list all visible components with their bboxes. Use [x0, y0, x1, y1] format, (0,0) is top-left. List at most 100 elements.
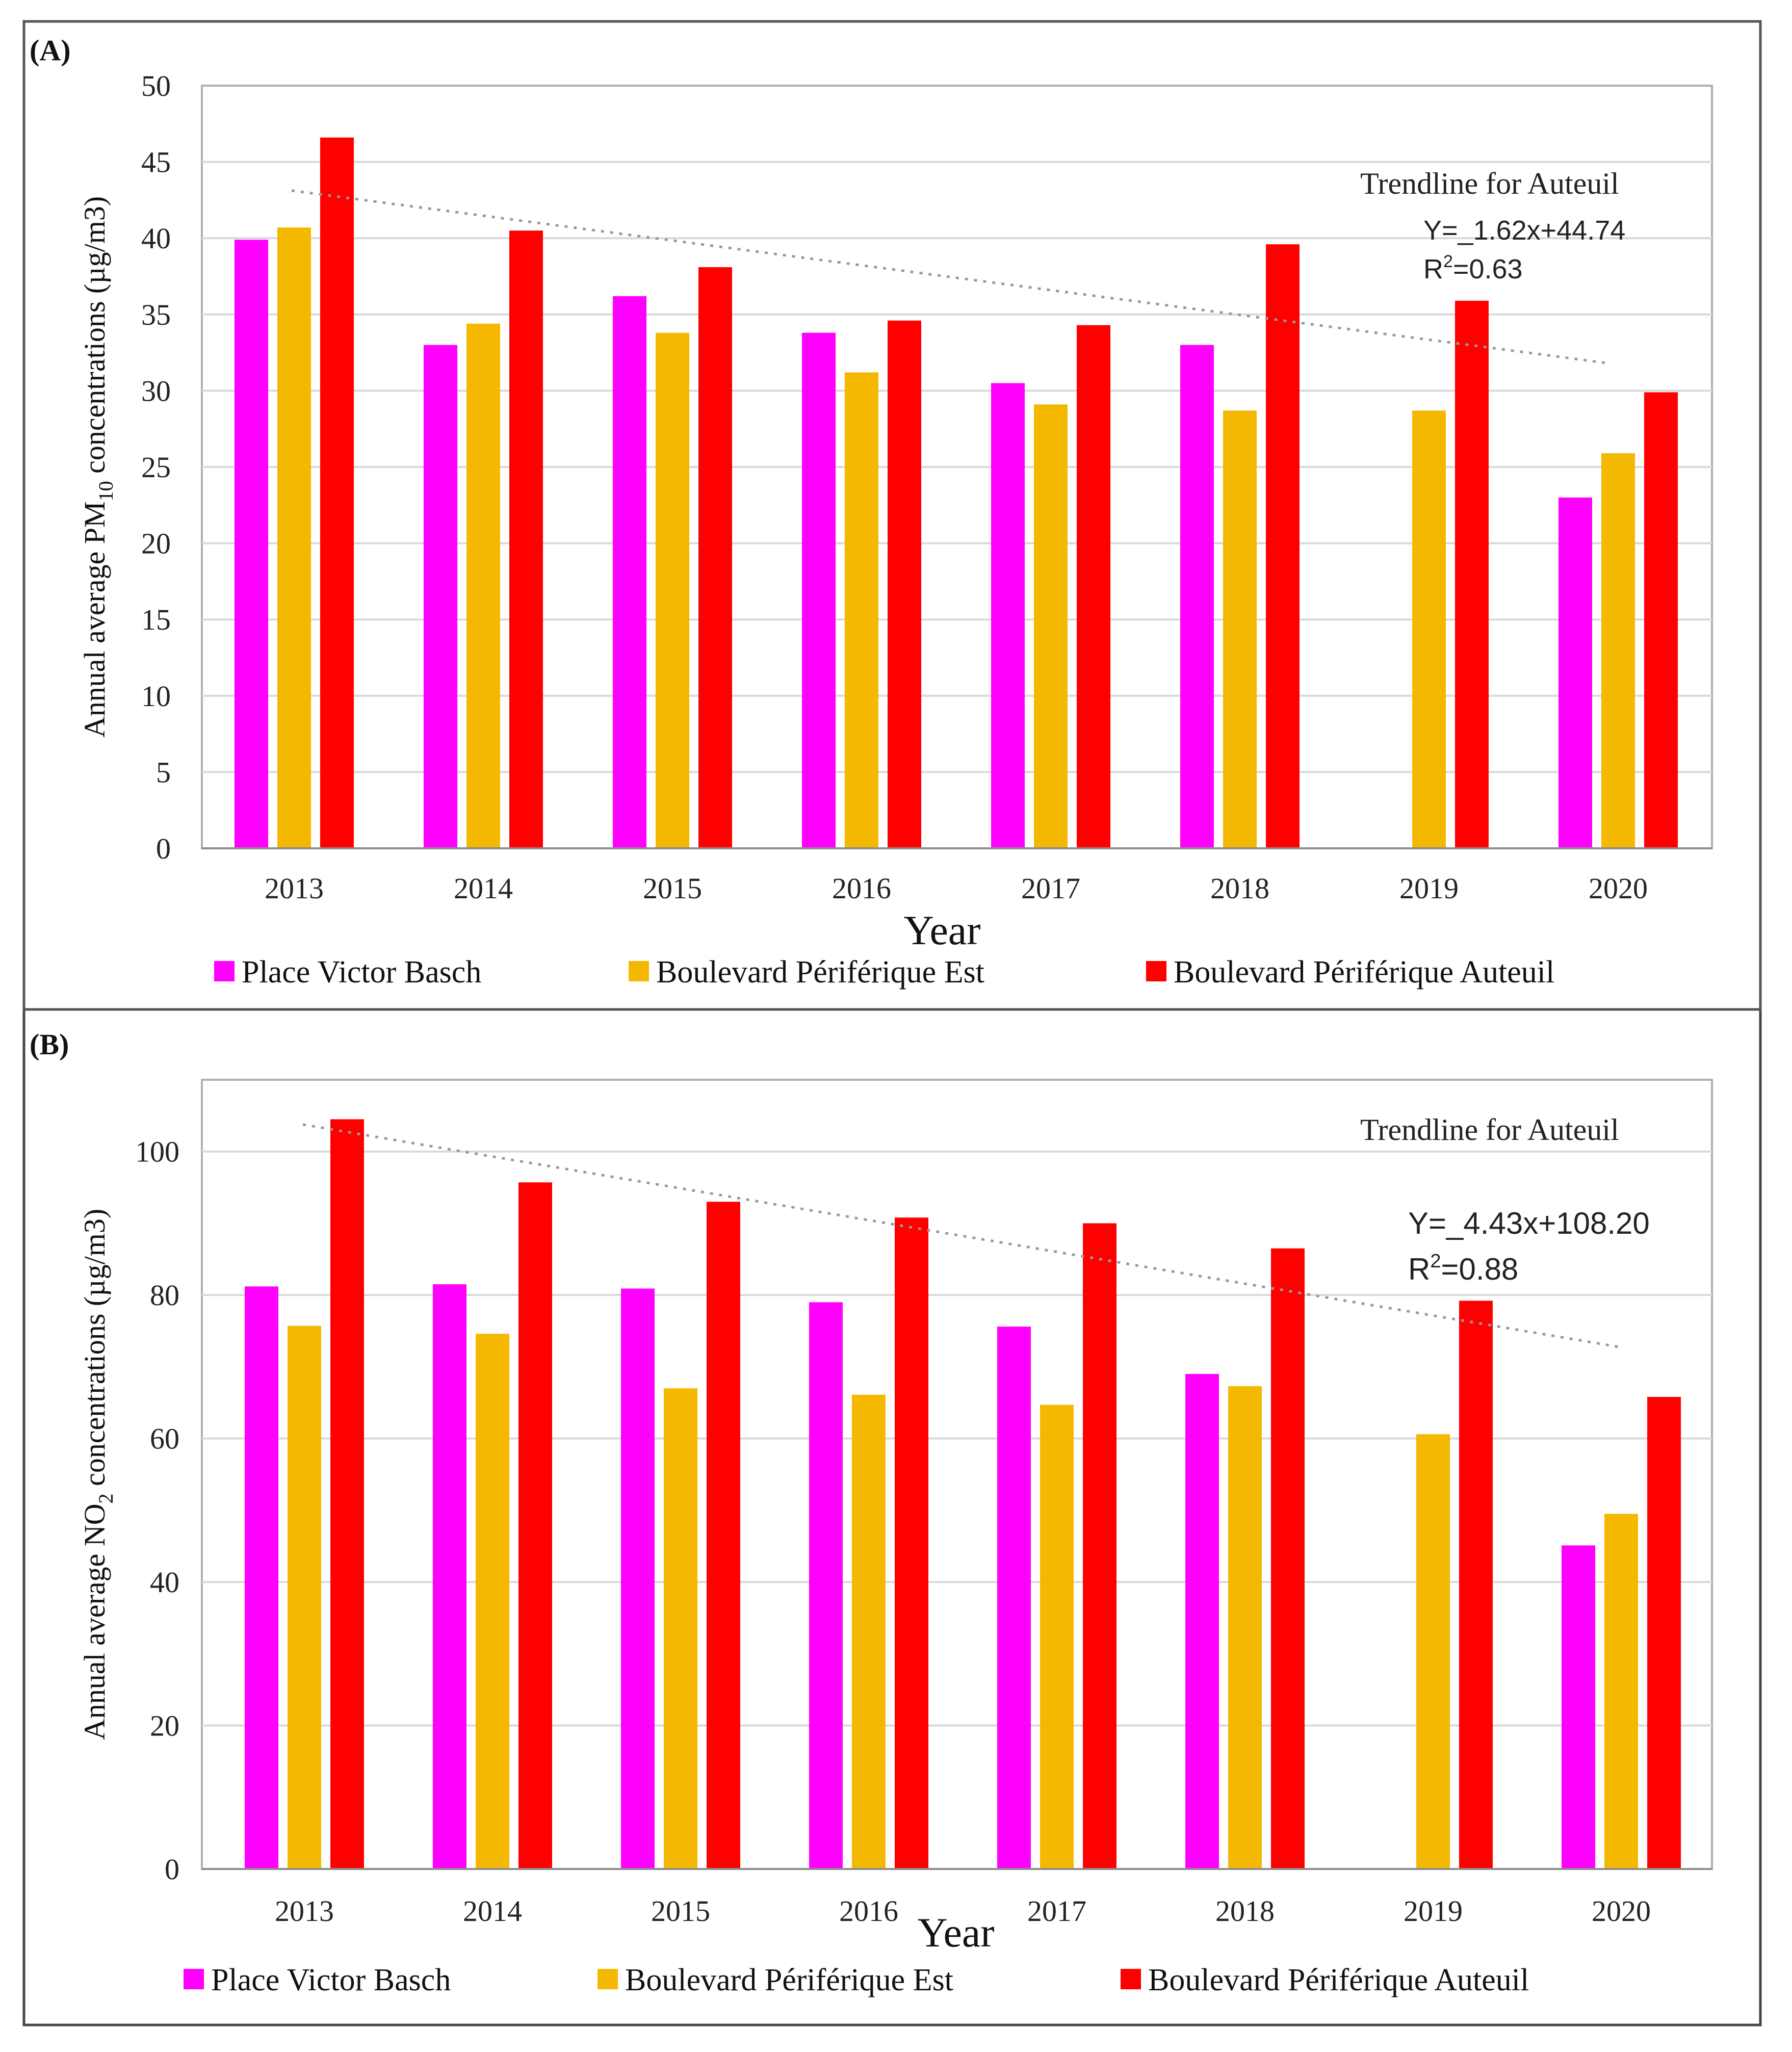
- panel-b-bar-victor-2013: [245, 1286, 278, 1869]
- panel-b-x-ticks: 2013 2014 2015 2016 2017 2018 2019 2020: [275, 1894, 1651, 1928]
- panel-b-bar-est-2015: [664, 1388, 697, 1869]
- panel-b-bar-est-2017: [1040, 1405, 1074, 1869]
- panel-a-y-tick-label: 5: [156, 756, 171, 789]
- panel-b-x-tick-label: 2018: [1215, 1894, 1275, 1928]
- panel-a-x-axis-title: Year: [903, 907, 980, 953]
- panel-a-x-tick-label: 2018: [1210, 872, 1269, 905]
- panel-b-bar-auteuil-2019: [1459, 1301, 1493, 1869]
- panel-a-bar-victor-2013: [235, 240, 268, 848]
- panel-b-bar-est-2013: [288, 1326, 321, 1869]
- panel-b-bar-auteuil-2016: [895, 1217, 928, 1869]
- panel-a-bar-est-2016: [845, 372, 878, 848]
- panel-b-bar-victor-2018: [1185, 1373, 1219, 1869]
- panel-b-bar-est-2018: [1228, 1386, 1262, 1869]
- panel-a-legend: Place Victor Basch Boulevard Périférique…: [214, 955, 1554, 990]
- panel-b-bar-est-2016: [852, 1394, 886, 1869]
- panel-a-y-tick-label: 0: [156, 832, 171, 865]
- panel-a-bar-auteuil-2014: [509, 230, 543, 848]
- panel-a-y-tick-label: 35: [141, 298, 171, 331]
- panel-b-y-tick-label: 80: [150, 1279, 179, 1312]
- panel-b-bar-auteuil-2020: [1647, 1397, 1681, 1869]
- panel-b-bar-victor-2020: [1562, 1545, 1595, 1869]
- panel-a-legend-swatch-est: [629, 961, 649, 981]
- panel-a-x-ticks: 2013 2014 2015 2016 2017 2018 2019 2020: [265, 872, 1648, 905]
- panel-b-bar-auteuil-2015: [707, 1202, 740, 1869]
- panel-a-y-tick-label: 20: [141, 527, 171, 560]
- panel-b-r2-value: =0.88: [1441, 1252, 1518, 1286]
- panel-a-bar-auteuil-2015: [698, 267, 732, 848]
- panel-b-x-tick-label: 2019: [1404, 1894, 1463, 1928]
- panel-b-bars: [245, 1119, 1681, 1869]
- panel-b-legend-swatch-est: [598, 1969, 618, 1989]
- panel-b-bar-auteuil-2013: [330, 1119, 364, 1869]
- panel-b-x-tick-label: 2017: [1027, 1894, 1086, 1928]
- panel-a-r2-value: =0.63: [1453, 254, 1523, 284]
- panel-a-legend-est: Boulevard Périférique Est: [656, 955, 984, 990]
- panel-b-trend-title: Trendline for Auteuil: [1360, 1113, 1619, 1147]
- panel-b-bar-auteuil-2014: [518, 1182, 552, 1869]
- panel-b-x-tick-label: 2016: [839, 1894, 898, 1928]
- panel-a-trend-title: Trendline for Auteuil: [1360, 167, 1619, 200]
- panel-b-bar-victor-2017: [997, 1327, 1031, 1869]
- panel-a-bar-est-2014: [466, 323, 500, 849]
- panel-a-label: (A): [30, 34, 71, 67]
- panel-a-legend-swatch-victor: [214, 961, 235, 981]
- panel-b-r2-letter: R: [1408, 1252, 1430, 1286]
- panel-a-y-tick-label: 10: [141, 680, 171, 713]
- panel-a-x-tick-label: 2017: [1021, 872, 1080, 905]
- panel-a-bar-est-2020: [1601, 453, 1635, 848]
- panel-b-x-tick-label: 2020: [1592, 1894, 1651, 1928]
- panel-a-x-tick-label: 2020: [1589, 872, 1648, 905]
- panel-a-y-title-sub: 10: [94, 481, 117, 501]
- panel-b-y-tick-label: 0: [165, 1853, 179, 1886]
- panel-a-y-ticks: 0 5 10 15 20 25 30 35 40 45 50: [141, 69, 171, 865]
- panel-b-legend-swatch-auteuil: [1121, 1969, 1141, 1989]
- panel-a-y-tick-label: 15: [141, 603, 171, 636]
- panel-a-bar-est-2017: [1034, 404, 1068, 848]
- panel-a-y-title-rest: concentrations (µg/m3): [78, 196, 111, 481]
- panel-a-x-tick-label: 2014: [454, 872, 513, 905]
- panel-a-bar-auteuil-2019: [1455, 300, 1489, 848]
- panel-a-y-title-main: Annual average PM: [78, 501, 111, 738]
- panel-b-x-axis-title: Year: [917, 1909, 994, 1956]
- panel-b-y-ticks: 0 20 40 60 80 100: [135, 1135, 179, 1886]
- panel-b-legend-victor: Place Victor Basch: [211, 1963, 451, 1997]
- panel-a-y-tick-label: 50: [141, 69, 171, 102]
- panel-b-bar-victor-2014: [433, 1284, 466, 1869]
- panel-a-bars: [235, 137, 1678, 849]
- panel-b-bar-est-2019: [1416, 1434, 1450, 1869]
- panel-a-r2-sup: 2: [1443, 252, 1453, 271]
- panel-a-bar-auteuil-2020: [1644, 392, 1678, 848]
- panel-b-trendline: [302, 1123, 1620, 1348]
- panel-a-legend-auteuil: Boulevard Périférique Auteuil: [1174, 955, 1554, 990]
- panel-b-y-tick-label: 100: [135, 1135, 179, 1168]
- panel-b-x-tick-label: 2014: [463, 1894, 522, 1928]
- panel-a-bar-victor-2017: [991, 383, 1025, 848]
- panel-b-bar-victor-2015: [621, 1288, 655, 1869]
- panel-b-x-tick-label: 2013: [275, 1894, 334, 1928]
- panel-a-bar-est-2018: [1223, 410, 1257, 848]
- panel-b-legend: Place Victor Basch Boulevard Périférique…: [184, 1963, 1529, 1997]
- panel-b-bar-auteuil-2017: [1083, 1223, 1116, 1869]
- panel-a-bar-victor-2014: [424, 345, 457, 848]
- panel-b-bar-auteuil-2018: [1271, 1248, 1305, 1869]
- panel-b-r2-sup: 2: [1430, 1251, 1441, 1272]
- panel-a-r2-letter: R: [1423, 254, 1443, 284]
- panel-a-legend-swatch-auteuil: [1146, 961, 1166, 981]
- panel-b-trend-equation: Y=_4.43x+108.20: [1408, 1206, 1650, 1240]
- panel-b-y-axis-title: Annual average NO2 concentrations (µg/m3…: [78, 1209, 117, 1740]
- panel-a-x-tick-label: 2019: [1399, 872, 1459, 905]
- panel-a-y-tick-label: 30: [141, 374, 171, 407]
- panel-b-y-tick-label: 40: [150, 1566, 179, 1599]
- panel-a-bar-victor-2016: [802, 332, 836, 848]
- panel-a-trend-equation: Y=_1.62x+44.74: [1423, 215, 1625, 246]
- panel-a-legend-victor: Place Victor Basch: [242, 955, 481, 990]
- panel-a-bar-est-2019: [1412, 410, 1446, 848]
- panel-a-bar-victor-2020: [1559, 497, 1592, 848]
- panel-b-trend-r2: R2=0.88: [1408, 1251, 1518, 1286]
- panel-a-bar-auteuil-2016: [888, 320, 921, 848]
- panel-b-y-tick-label: 60: [150, 1422, 179, 1456]
